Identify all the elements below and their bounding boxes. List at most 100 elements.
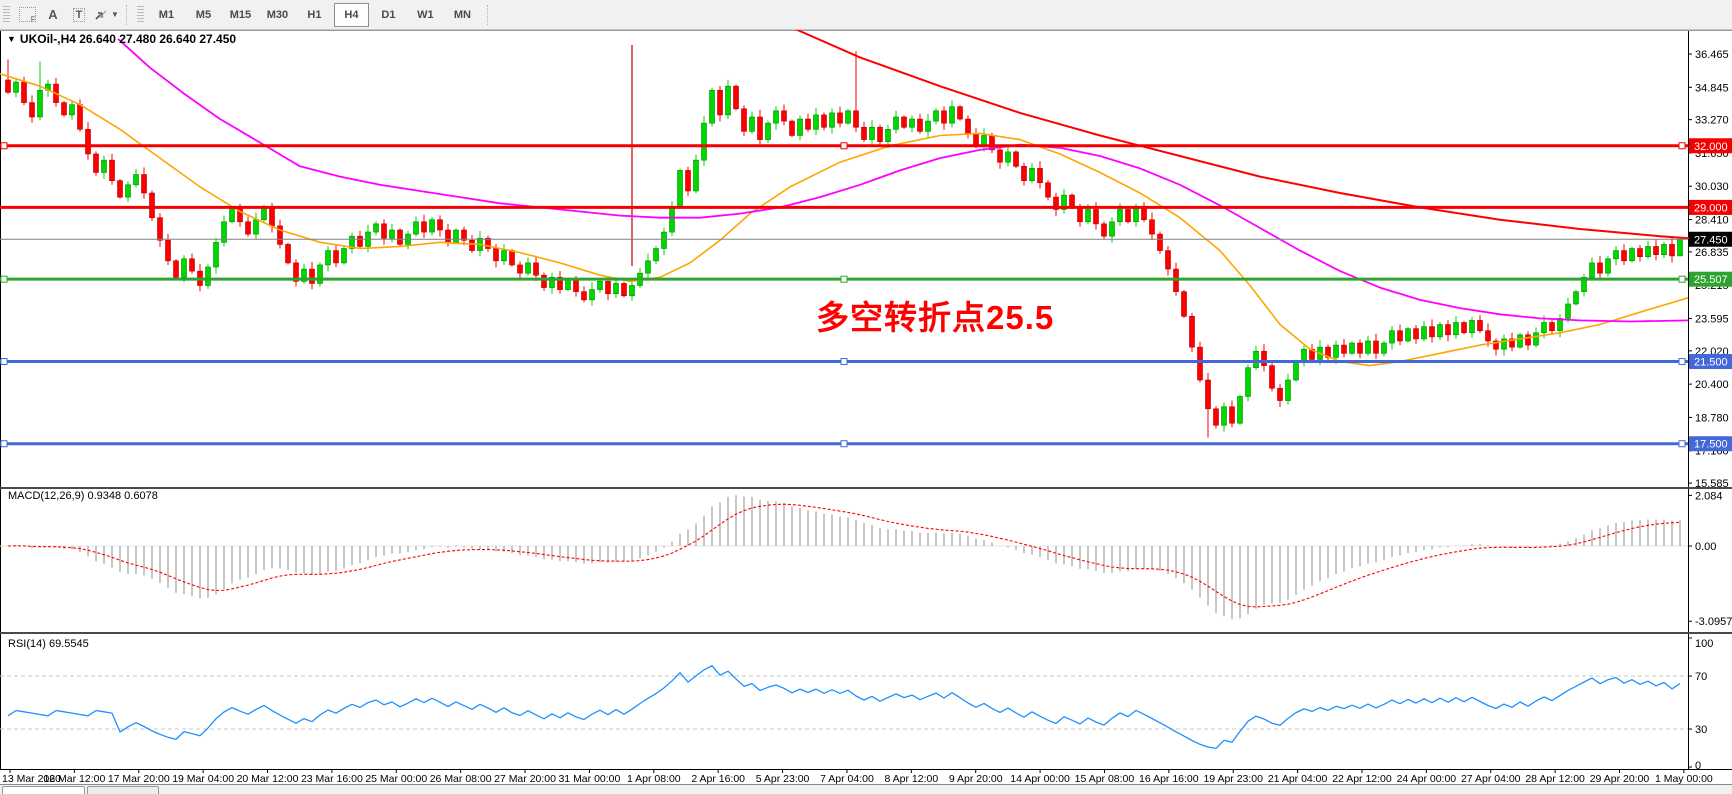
bull-candle — [909, 118, 915, 128]
hline-handle[interactable] — [840, 440, 848, 448]
bull-candle — [501, 250, 507, 262]
tf-button-M30[interactable]: M30 — [266, 8, 289, 21]
bull-candle — [205, 266, 211, 286]
time-axis-label: 24 Apr 00:00 — [1397, 773, 1457, 785]
tf-button-D1[interactable]: D1 — [381, 8, 396, 21]
hline-handle[interactable] — [1678, 358, 1686, 366]
tf-button-M1[interactable]: M1 — [158, 8, 175, 21]
bull-candle — [325, 250, 331, 266]
panel-separator — [0, 632, 1732, 634]
chart-text-annotation[interactable]: 多空转折点25.5 — [816, 299, 1055, 336]
bear-candle — [1149, 219, 1155, 235]
bull-candle — [1501, 338, 1507, 350]
tf-button-H1[interactable]: H1 — [307, 8, 322, 21]
tf-button-M5[interactable]: M5 — [195, 8, 212, 21]
bear-candle — [309, 268, 315, 284]
bear-candle — [741, 108, 747, 132]
chart-tab[interactable] — [87, 786, 159, 794]
text-box-icon[interactable]: T — [67, 4, 91, 26]
price-axis-label: 34.845 — [1695, 82, 1729, 94]
hline-handle[interactable] — [0, 358, 8, 366]
bull-candle — [1085, 209, 1091, 223]
time-axis-label: 27 Apr 04:00 — [1461, 773, 1521, 785]
bear-candle — [1485, 330, 1491, 342]
bull-candle — [301, 268, 307, 282]
bear-candle — [1213, 408, 1219, 426]
bear-candle — [805, 118, 811, 130]
hline-handle[interactable] — [0, 275, 8, 283]
chart-dropdown-icon[interactable]: ▼ — [7, 34, 16, 44]
diagonal-arrows-icon — [95, 10, 107, 20]
bear-candle — [1021, 166, 1027, 181]
bull-candle — [1029, 168, 1035, 181]
bear-candle — [1045, 182, 1051, 198]
bull-candle — [133, 174, 139, 186]
tf-button-H4[interactable]: H4 — [333, 2, 369, 27]
hline-handle[interactable] — [840, 358, 848, 366]
hline-handle[interactable] — [1678, 275, 1686, 283]
bull-candle — [653, 248, 659, 262]
tf-button-MN[interactable]: MN — [453, 8, 471, 21]
bear-candle — [533, 262, 539, 276]
bull-candle — [1221, 406, 1227, 426]
macd-indicator-label: MACD(12,26,9) 0.9348 0.6078 — [8, 490, 158, 502]
bull-candle — [925, 120, 931, 132]
bear-candle — [1493, 340, 1499, 350]
bull-candle — [1405, 328, 1411, 342]
bull-candle — [1541, 322, 1547, 334]
hline-handle[interactable] — [840, 142, 848, 150]
tf-button-M15[interactable]: M15 — [229, 8, 252, 21]
bull-candle — [413, 221, 419, 235]
tf-button-W1[interactable]: W1 — [417, 8, 434, 21]
bear-candle — [861, 126, 867, 140]
bear-candle — [157, 217, 163, 241]
bear-candle — [1429, 326, 1435, 338]
bull-candle — [1381, 342, 1387, 354]
bear-candle — [1141, 207, 1147, 221]
bear-candle — [1157, 233, 1163, 251]
bull-candle — [1245, 367, 1251, 397]
bear-candle — [421, 221, 427, 233]
bear-candle — [757, 116, 763, 140]
time-axis-label: 19 Apr 23:00 — [1203, 773, 1263, 785]
hline-handle[interactable] — [1678, 440, 1686, 448]
bull-candle — [1581, 276, 1587, 292]
bull-candle — [1421, 326, 1427, 340]
toolbar-grip[interactable] — [3, 5, 10, 24]
bear-candle — [493, 248, 499, 262]
bull-candle — [453, 229, 459, 243]
chart-foreground-icon[interactable]: F — [15, 4, 39, 26]
bull-candle — [661, 231, 667, 249]
hline-handle[interactable] — [840, 275, 848, 283]
hline-handle[interactable] — [1678, 142, 1686, 150]
time-axis-label: 19 Mar 04:00 — [172, 773, 234, 785]
toolbar-grip[interactable] — [136, 5, 144, 24]
bull-candle — [1109, 221, 1115, 237]
bear-candle — [333, 250, 339, 264]
chart-tabs-bar — [0, 784, 1732, 794]
bear-candle — [1373, 340, 1379, 354]
time-axis-label: 15 Apr 08:00 — [1075, 773, 1135, 785]
toolbar: F A T ▼ M1 M5 M15 M30 H1 H4 D1 W1 MN — [0, 0, 1732, 30]
chart-background — [0, 30, 1732, 784]
hline-handle[interactable] — [0, 142, 8, 150]
bear-candle — [573, 279, 579, 292]
chart-tab[interactable] — [2, 786, 85, 794]
bull-candle — [1133, 207, 1139, 223]
bear-candle — [789, 120, 795, 136]
text-label-icon[interactable]: A — [48, 7, 58, 22]
hline-handle[interactable] — [0, 440, 8, 448]
bear-candle — [1445, 324, 1451, 336]
time-axis-label: 26 Mar 08:00 — [430, 773, 492, 785]
bear-candle — [1101, 223, 1107, 237]
arrange-arrows-icon[interactable]: ▼ — [93, 4, 119, 26]
price-axis-label: 20.400 — [1695, 379, 1729, 391]
bull-candle — [597, 281, 603, 290]
time-axis-label: 1 May 00:00 — [1655, 773, 1713, 785]
bull-candle — [981, 135, 987, 147]
macd-axis-label: 0.00 — [1695, 541, 1716, 553]
bull-candle — [349, 235, 355, 249]
price-axis-label: 15.585 — [1695, 478, 1729, 490]
price-label-badge — [1689, 436, 1732, 452]
